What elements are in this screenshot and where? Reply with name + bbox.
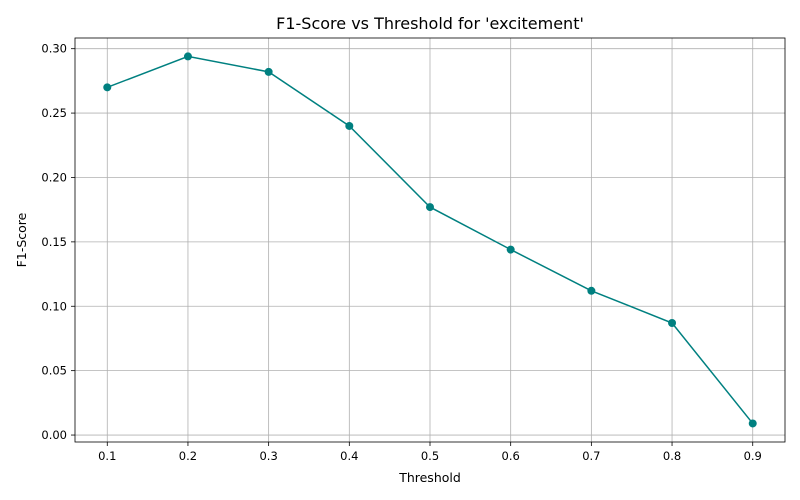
y-tick-label: 0.10 — [41, 299, 67, 313]
data-point — [183, 52, 192, 61]
x-tick-label: 0.7 — [582, 449, 600, 463]
y-axis-label: F1-Score — [14, 212, 29, 267]
data-point — [506, 245, 515, 254]
y-tick-label: 0.25 — [41, 106, 67, 120]
data-point — [264, 67, 273, 76]
y-tick-label: 0.30 — [41, 42, 67, 56]
ticks: 0.1 0.2 0.3 0.4 0.5 0.6 0.7 0.8 0.9 0.00 0.05 0.10 0… — [41, 42, 761, 463]
x-tick-label: 0.4 — [340, 449, 358, 463]
x-tick-label: 0.1 — [98, 449, 116, 463]
x-tick-label: 0.2 — [179, 449, 197, 463]
data-point — [748, 419, 757, 428]
y-tick-label: 0.05 — [41, 364, 67, 378]
grid — [75, 38, 785, 442]
data-point — [103, 83, 112, 92]
x-tick-label: 0.6 — [502, 449, 520, 463]
x-tick-label: 0.3 — [259, 449, 277, 463]
series — [103, 52, 757, 428]
data-point — [668, 319, 677, 328]
data-point — [345, 121, 354, 130]
data-point — [587, 286, 596, 295]
chart-title: F1-Score vs Threshold for 'excitement' — [276, 14, 584, 33]
plot-frame — [74, 37, 786, 443]
y-tick-label: 0.00 — [41, 428, 67, 442]
x-tick-label: 0.9 — [744, 449, 762, 463]
y-tick-label: 0.15 — [41, 235, 67, 249]
x-tick-label: 0.5 — [421, 449, 439, 463]
x-axis-label: Threshold — [398, 470, 461, 485]
y-tick-label: 0.20 — [41, 170, 67, 184]
data-point — [426, 203, 434, 212]
x-tick-label: 0.8 — [663, 449, 681, 463]
